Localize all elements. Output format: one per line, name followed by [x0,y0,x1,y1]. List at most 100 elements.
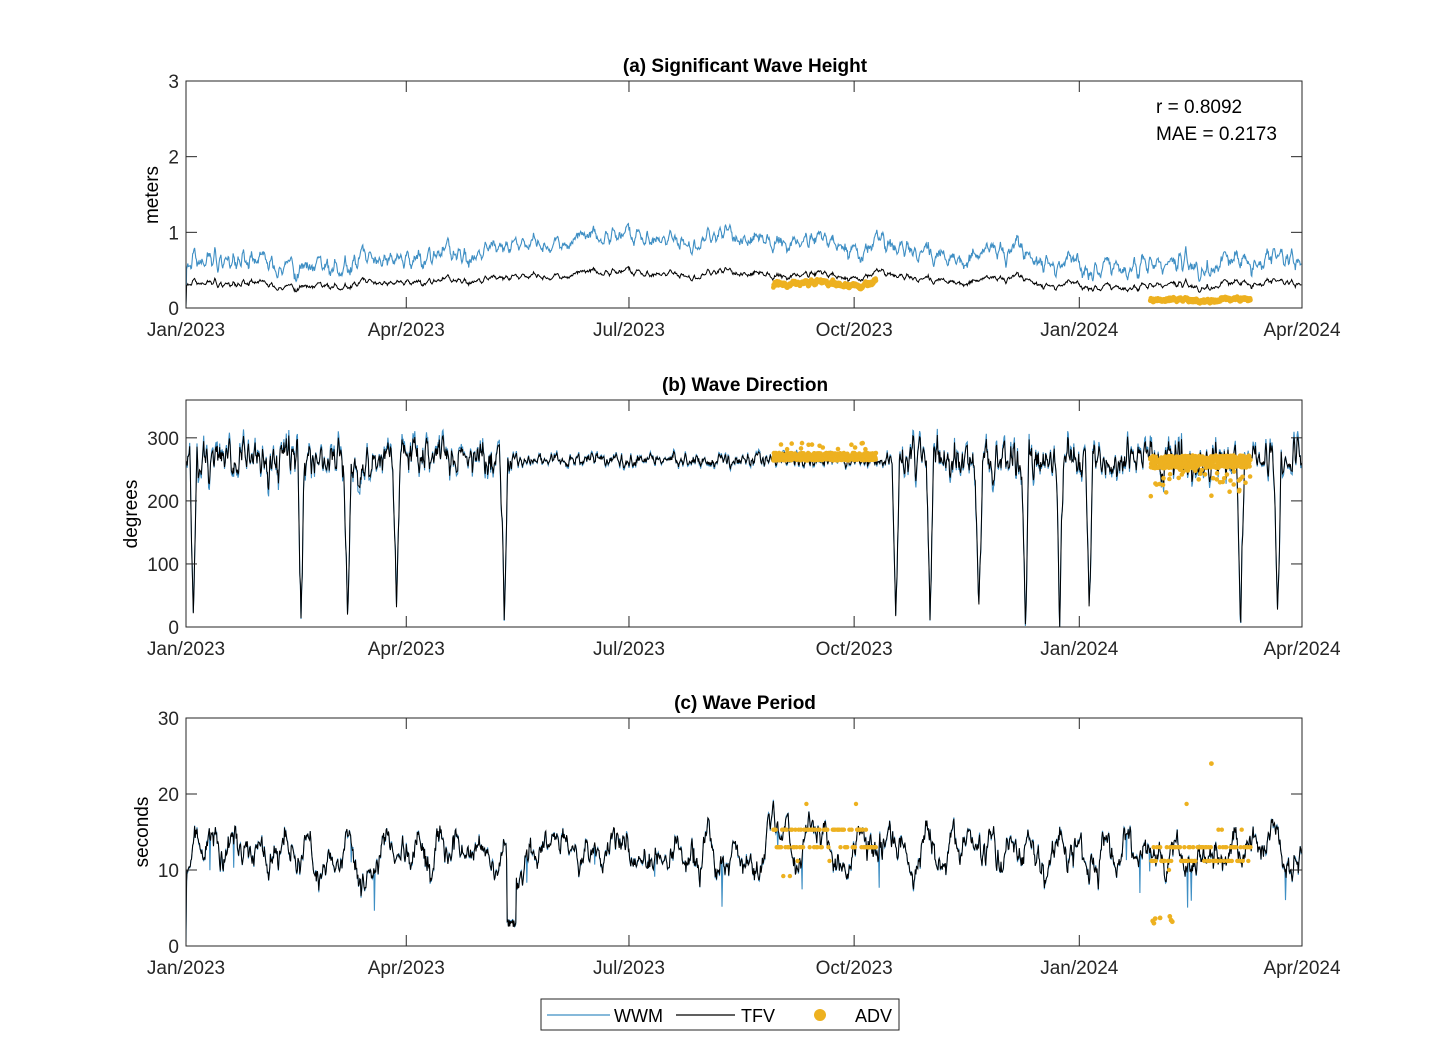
adv-point [817,827,822,832]
adv-point [795,858,800,864]
x-tick-label: Apr/2023 [368,320,445,341]
legend-wwm-label: WWM [614,1006,663,1026]
series-adv-markers-b [771,440,1253,499]
adv-point [873,278,879,283]
adv-point [1158,845,1163,850]
adv-point [873,450,879,456]
adv-point [1166,867,1172,873]
x-tick-label: Apr/2023 [368,958,445,979]
series-tfv-line-c [186,801,1302,931]
y-ticks-b: 0 100 200 300 [147,429,1302,639]
x-tick-label: Jan/2024 [1040,958,1119,979]
adv-point [1184,801,1189,807]
adv-point [800,845,806,850]
x-tick-label: Jul/2023 [593,639,665,660]
panel-title-a: (a) Significant Wave Height [623,56,868,77]
series-tfv-line-a [186,265,1302,307]
adv-point [1247,474,1253,479]
adv-point [809,442,815,447]
adv-point [1186,453,1191,459]
x-tick-label: Apr/2023 [368,639,445,660]
x-tick-label: Oct/2023 [816,958,893,979]
adv-point [1154,845,1160,850]
adv-point [820,445,826,450]
adv-point [873,457,878,462]
adv-point [1202,858,1207,864]
y-tick-label: 200 [147,492,179,513]
adv-point [1207,858,1212,864]
adv-point [819,845,824,850]
adv-point [784,827,789,832]
adv-point [807,845,812,850]
adv-point [1229,858,1235,864]
adv-point [773,827,778,832]
adv-point [860,440,865,446]
adv-point [793,827,798,832]
adv-point [1148,493,1154,499]
adv-point [778,442,784,447]
adv-point [1248,845,1253,850]
adv-point [806,442,811,448]
adv-point [804,801,809,807]
adv-point [789,827,795,832]
y-axis-label-b: degrees [121,480,142,549]
adv-point [1164,845,1170,850]
adv-point [1169,858,1174,864]
adv-point [1221,858,1227,864]
series-adv-markers-a [771,276,1253,306]
adv-point [1214,477,1220,482]
series-wwm-line-a [186,222,1302,307]
adv-point [1162,858,1167,864]
axes-box-a [185,80,1303,309]
x-tick-label: Jul/2023 [593,958,665,979]
adv-point [852,845,858,850]
adv-point [1220,479,1225,485]
adv-point [852,445,858,450]
plot-area-c [186,761,1302,943]
legend: WWM TFV ADV [540,998,900,1031]
adv-point [1224,472,1230,477]
adv-point [813,827,818,832]
adv-point [1246,858,1251,864]
adv-point [1157,915,1163,921]
adv-point [841,827,847,832]
adv-point [853,801,859,807]
adv-point [1214,470,1220,476]
y-tick-label: 100 [147,555,179,576]
adv-point [1165,858,1171,864]
adv-point [1151,920,1157,926]
adv-point [786,845,791,850]
series-tfv-line-b [186,434,1302,627]
adv-point [1209,493,1214,499]
adv-point [1234,464,1240,469]
y-tick-label: 1 [168,223,179,244]
x-tick-label: Jan/2023 [147,958,225,979]
adv-point [863,827,869,832]
x-tick-label: Jan/2024 [1040,639,1119,660]
panel-title-b: (b) Wave Direction [662,375,828,396]
adv-point [1153,858,1159,864]
adv-point [1237,487,1242,493]
adv-point [1185,858,1190,864]
adv-point [1231,482,1236,487]
adv-point [873,845,878,850]
adv-point [826,845,831,850]
adv-point [825,827,830,832]
x-tick-label: Jan/2024 [1040,320,1119,341]
adv-point [1227,489,1232,495]
adv-point [838,845,843,850]
y-axis-label-c: seconds [132,797,153,868]
adv-point [1167,476,1172,482]
adv-point [1248,297,1253,303]
adv-point [1191,845,1196,850]
adv-point [778,845,784,850]
x-tick-label: Apr/2024 [1263,320,1341,341]
legend-adv-label: ADV [855,1006,892,1026]
panel-significant-wave-height: (a) Significant Wave Height 0 1 2 3 Jan/202… [142,56,1341,341]
adv-point [784,446,790,452]
adv-point [1187,845,1193,850]
adv-point [1240,474,1245,480]
adv-point [798,446,804,451]
adv-point [1161,475,1166,481]
